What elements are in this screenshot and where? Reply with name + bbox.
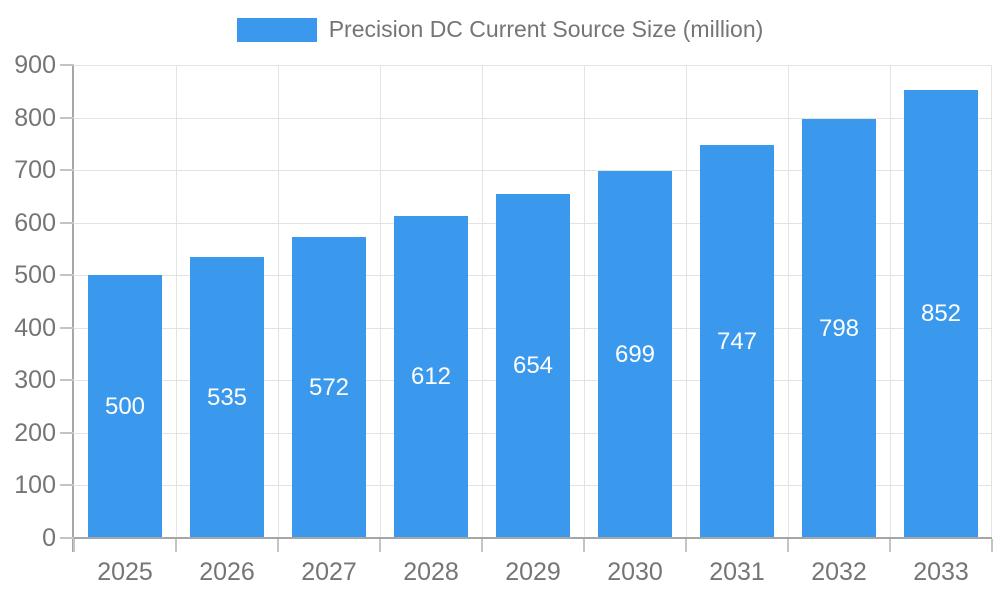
y-axis-tick-label: 700 [14,156,56,184]
bar-value-label: 798 [818,314,860,342]
bar[interactable]: 747 [700,145,774,538]
y-axis-tick [60,379,74,381]
y-axis-tick-label: 0 [42,524,56,552]
x-axis-category-label: 2032 [811,558,867,586]
bar[interactable]: 798 [802,119,876,538]
x-axis-category-label: 2029 [505,558,561,586]
vertical-gridline [380,65,381,538]
y-axis-tick [60,432,74,434]
bar-value-label: 699 [614,340,656,368]
y-axis-tick [60,169,74,171]
y-axis-tick-label: 900 [14,51,56,79]
x-axis-tick [583,539,585,552]
y-axis-tick-label: 400 [14,314,56,342]
y-axis-tick [60,64,74,66]
x-axis-category-label: 2025 [97,558,153,586]
vertical-gridline [278,65,279,538]
x-axis-tick [685,539,687,552]
vertical-gridline [584,65,585,538]
y-axis-tick-label: 800 [14,104,56,132]
x-axis-category-label: 2028 [403,558,459,586]
x-axis-tick [481,539,483,552]
x-axis-tick [787,539,789,552]
vertical-gridline [788,65,789,538]
y-axis-tick-label: 100 [14,471,56,499]
legend-swatch-icon [236,17,317,42]
plot-area: 500 535 572 612 654 699 747 798 852 [74,65,992,538]
y-axis-tick [60,327,74,329]
bar-value-label: 500 [104,392,146,420]
y-axis-line [72,65,74,552]
x-axis-category-label: 2027 [301,558,357,586]
bar[interactable]: 500 [88,275,162,538]
y-axis-tick-label: 300 [14,366,56,394]
legend-series-label: Precision DC Current Source Size (millio… [328,16,764,42]
x-axis-tick [889,539,891,552]
x-axis-tick [175,539,177,552]
bar[interactable]: 699 [598,171,672,538]
x-axis-tick [991,539,993,552]
bar[interactable]: 612 [394,216,468,538]
horizontal-gridline [74,170,992,171]
x-axis-tick [73,539,75,552]
bar-value-label: 535 [206,383,248,411]
vertical-gridline [890,65,891,538]
bar[interactable]: 535 [190,257,264,538]
vertical-gridline [482,65,483,538]
bar-value-label: 572 [308,373,350,401]
x-axis-category-label: 2031 [709,558,765,586]
y-axis-tick-label: 600 [14,209,56,237]
bar-value-label: 612 [410,363,452,390]
x-axis-category-label: 2030 [607,558,663,586]
vertical-gridline [991,65,992,538]
bar[interactable]: 654 [496,194,570,538]
bar-value-label: 852 [920,300,962,327]
bar-value-label: 747 [716,327,758,355]
y-axis-tick [60,274,74,276]
y-axis-tick-label: 200 [14,419,56,447]
bar[interactable]: 852 [904,90,978,538]
x-axis-category-label: 2033 [913,558,969,586]
x-axis-category-label: 2026 [199,558,255,586]
bar[interactable]: 572 [292,237,366,538]
x-axis-line [60,537,992,539]
x-axis-tick [379,539,381,552]
vertical-gridline [176,65,177,538]
vertical-gridline [686,65,687,538]
bar-value-label: 654 [512,352,554,379]
y-axis-tick [60,222,74,224]
horizontal-gridline [74,118,992,119]
x-axis-tick [277,539,279,552]
chart-legend[interactable]: Precision DC Current Source Size (millio… [0,16,1000,43]
y-axis-tick [60,117,74,119]
horizontal-gridline [74,65,992,66]
y-axis-tick-label: 500 [14,261,56,289]
y-axis-tick [60,537,74,539]
y-axis-tick [60,484,74,486]
